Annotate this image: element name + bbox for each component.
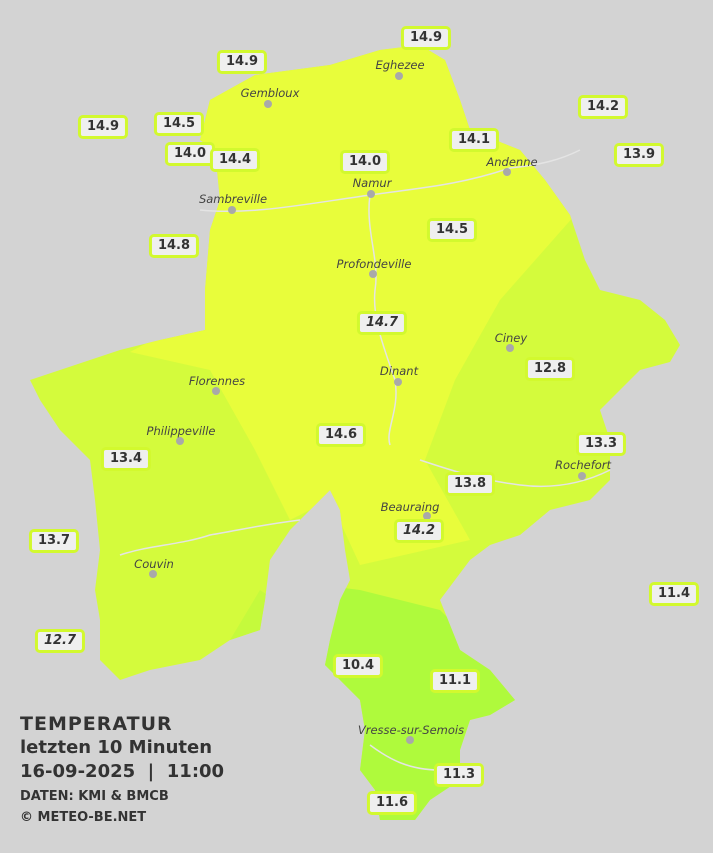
station-value: 11.3 [433, 763, 485, 787]
station-value: 14.5 [153, 112, 205, 136]
station-value: 14.9 [77, 115, 129, 139]
city-dot [578, 472, 586, 480]
city-label: Rochefort [554, 458, 612, 472]
city-dot [394, 378, 402, 386]
legend-datetime: 16-09-2025 | 11:00 [20, 761, 225, 782]
city-label: Sambreville [198, 192, 268, 206]
station-value: 14.0 [164, 142, 216, 166]
station-value: 14.8 [148, 234, 200, 258]
station-value: 13.9 [613, 143, 665, 167]
station-value: 13.8 [444, 472, 496, 496]
legend-copyright: © METEO-BE.NET [20, 810, 147, 825]
station-value: 10.4 [332, 654, 384, 678]
city-dot [369, 270, 377, 278]
station-value: 13.4 [100, 447, 152, 471]
city-label: Beauraing [380, 500, 440, 514]
station-value: 14.5 [426, 218, 478, 242]
station-value: 14.7 [356, 311, 408, 335]
city-label: Dinant [379, 364, 419, 378]
station-value: 14.6 [315, 423, 367, 447]
city-label: Couvin [134, 557, 174, 571]
map-legend: TEMPERATUR letzten 10 Minuten 16-09-2025… [20, 712, 224, 828]
station-value: 13.7 [28, 529, 80, 553]
city-dot [264, 100, 272, 108]
city-dot [506, 344, 514, 352]
city-dot [228, 206, 236, 214]
city-label: Eghezee [375, 58, 425, 72]
city-label: Vresse-sur-Semois [357, 723, 465, 737]
city-label: Florennes [188, 374, 246, 388]
city-dot [149, 570, 157, 578]
city-label: Ciney [494, 331, 528, 345]
city-dot [503, 168, 511, 176]
station-value: 11.1 [429, 669, 481, 693]
station-value: 11.4 [648, 582, 700, 606]
legend-source: DATEN: KMI & BMCB [20, 789, 169, 804]
station-value: 11.6 [366, 791, 418, 815]
city-label: Gembloux [240, 86, 300, 100]
station-value: 14.0 [339, 150, 391, 174]
legend-title: TEMPERATUR [20, 713, 173, 735]
city-label: Philippeville [146, 424, 216, 438]
station-value: 14.9 [216, 50, 268, 74]
station-value: 14.2 [393, 519, 445, 543]
legend-subtitle: letzten 10 Minuten [20, 737, 213, 758]
city-label: Profondeville [336, 257, 412, 271]
station-value: 12.7 [34, 629, 86, 653]
city-dot [212, 387, 220, 395]
city-dot [406, 736, 414, 744]
city-dot [395, 72, 403, 80]
station-value: 13.3 [575, 432, 627, 456]
city-dot [176, 437, 184, 445]
city-label: Namur [352, 176, 392, 190]
city-dot [367, 190, 375, 198]
station-value: 14.4 [209, 148, 261, 172]
station-value: 14.1 [448, 128, 500, 152]
city-label: Andenne [486, 155, 538, 169]
station-value: 12.8 [524, 357, 576, 381]
city-dot [423, 512, 431, 520]
station-value: 14.2 [577, 95, 629, 119]
station-value: 14.9 [400, 26, 452, 50]
